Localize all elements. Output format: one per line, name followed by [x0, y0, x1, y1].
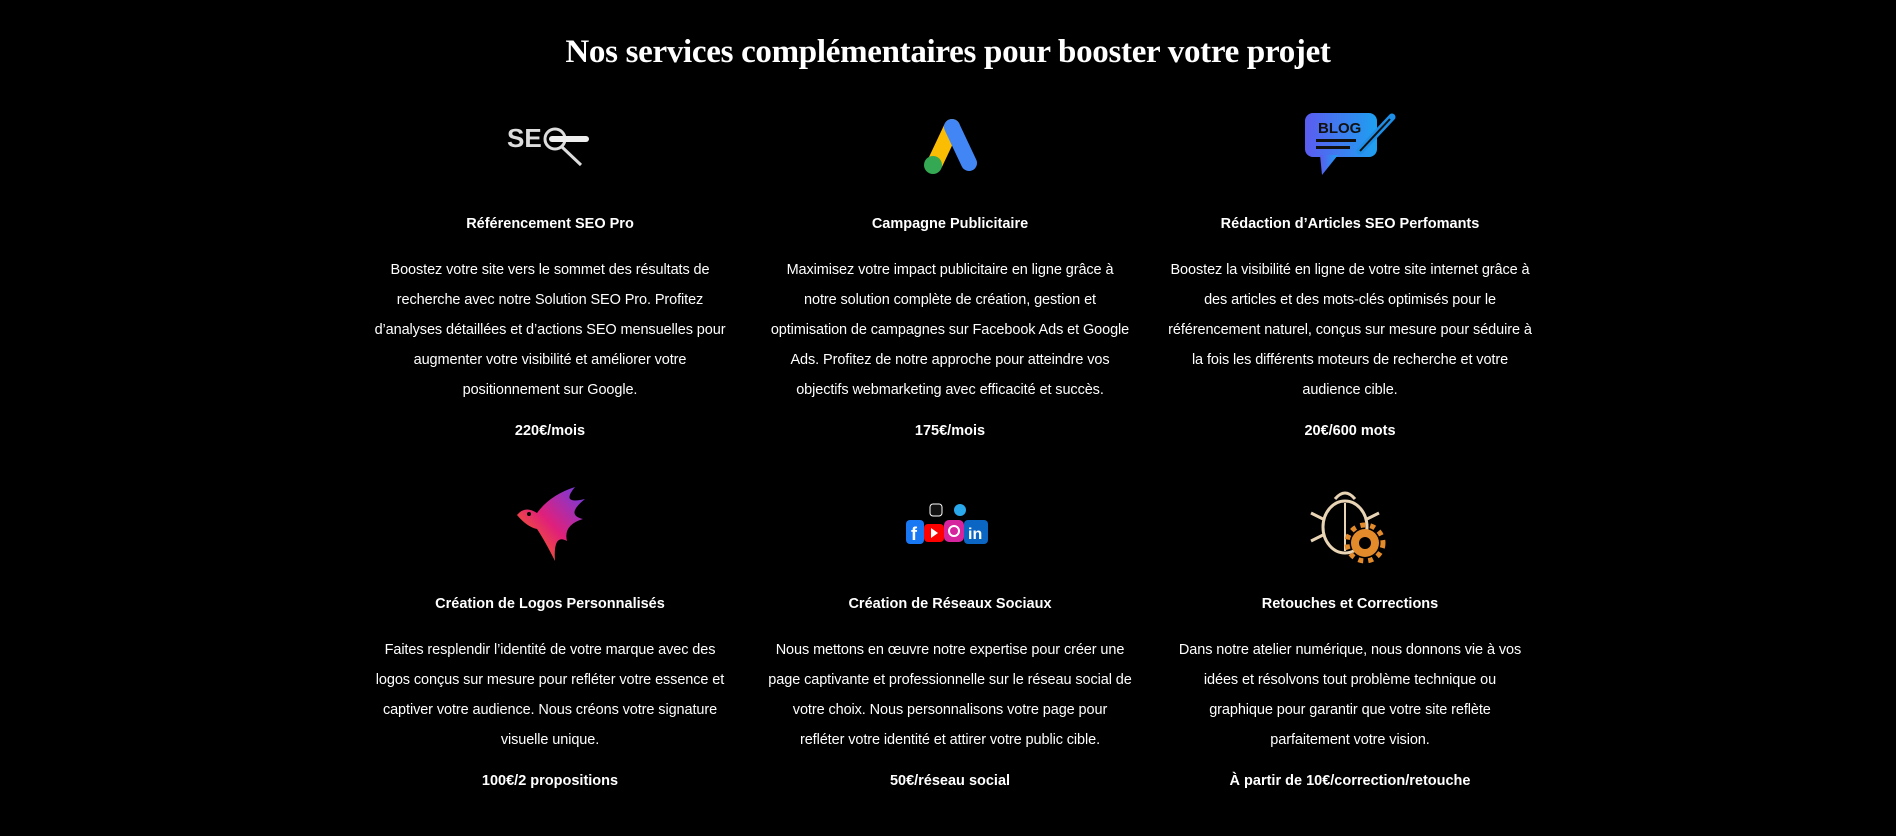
description-line: captiver votre audience. Nous créons vot… [382, 702, 718, 718]
blog-pencil-icon: BLOG [1150, 110, 1550, 180]
description-line: référencement naturel, conçus sur mesure… [1168, 322, 1532, 338]
description-line: d’analyses détaillées et d’actions SEO m… [374, 322, 726, 338]
seo-magnifier-icon: SE [350, 110, 750, 180]
description-line: Boostez votre site vers le sommet des ré… [390, 262, 710, 278]
description-line: page captivante et professionnelle sur l… [768, 672, 1132, 688]
description-line: Dans notre atelier numérique, nous donno… [1178, 642, 1522, 658]
service-price: 50€/réseau social [889, 773, 1011, 789]
description-line: audience cible. [1302, 382, 1398, 398]
service-price: 100€/2 propositions [481, 773, 619, 789]
svg-text:in: in [968, 526, 982, 543]
description-line: refléter votre identité et attirer votre… [799, 732, 1101, 748]
section-title: Nos services complémentaires pour booste… [565, 34, 1331, 70]
description-line: augmenter votre visibilité et améliorer … [413, 352, 687, 368]
description-line: positionnement sur Google. [462, 382, 638, 398]
description-line: Nous mettons en œuvre notre expertise po… [775, 642, 1125, 658]
svg-text:SE: SE [507, 123, 542, 153]
description-line: recherche avec notre Solution SEO Pro. P… [396, 292, 704, 308]
description-line: optimisation de campagnes sur Facebook A… [770, 322, 1130, 338]
description-line: Faites resplendir l’identité de votre ma… [384, 642, 716, 658]
service-card: SE Référencement SEO Pro Boostez votre s… [350, 110, 750, 442]
blog-text: BLOG [1318, 120, 1361, 137]
colorful-bird-logo-icon [350, 487, 750, 561]
social-networks-icon: f in [750, 490, 1150, 560]
service-heading: Référencement SEO Pro [466, 216, 634, 232]
service-heading: Rédaction d’Articles SEO Perfomants [1220, 216, 1480, 232]
service-card: BLOG Rédaction d’Articles SEO Perfomants… [1150, 110, 1550, 442]
description-line: Ads. Profitez de notre approche pour att… [790, 352, 1110, 368]
description-line: Maximisez votre impact publicitaire en l… [786, 262, 1114, 278]
service-description: Dans notre atelier numérique, nous donno… [1150, 635, 1550, 755]
service-card: Retouches et Corrections Dans notre atel… [1150, 490, 1550, 792]
service-price: 175€/mois [914, 423, 986, 439]
service-description: Boostez votre site vers le sommet des ré… [350, 255, 750, 405]
description-line: objectifs webmarketing avec efficacité e… [796, 382, 1104, 398]
service-heading: Création de Réseaux Sociaux [848, 596, 1052, 612]
description-line: Boostez la visibilité en ligne de votre … [1170, 262, 1530, 278]
service-heading: Retouches et Corrections [1261, 596, 1439, 612]
service-heading: Campagne Publicitaire [871, 216, 1029, 232]
description-line: des articles et des mots-clés optimisés … [1204, 292, 1496, 308]
description-line: graphique pour garantir que votre site r… [1209, 702, 1491, 718]
service-card: f in Création de Réseaux Sociaux Nous met… [750, 490, 1150, 792]
description-line: la fois les différents moteurs de recher… [1191, 352, 1509, 368]
service-price: 20€/600 mots [1304, 423, 1396, 439]
description-line: parfaitement votre vision. [1270, 732, 1430, 748]
service-description: Boostez la visibilité en ligne de votre … [1150, 255, 1550, 405]
service-card: Campagne Publicitaire Maximisez votre im… [750, 110, 1150, 442]
bug-gear-icon [1150, 490, 1550, 564]
google-ads-icon [750, 110, 1150, 180]
description-line: logos conçus sur mesure pour refléter vo… [375, 672, 725, 688]
description-line: votre choix. Nous personnalisons votre p… [792, 702, 1108, 718]
description-line: visuelle unique. [500, 732, 600, 748]
description-line: notre solution complète de création, ges… [804, 292, 1096, 308]
service-heading: Création de Logos Personnalisés [435, 596, 665, 612]
service-description: Nous mettons en œuvre notre expertise po… [750, 635, 1150, 755]
description-line: idées et résolvons tout problème techniq… [1203, 672, 1497, 688]
service-price: À partir de 10€/correction/retouche [1229, 773, 1471, 789]
service-price: 220€/mois [514, 423, 586, 439]
service-description: Faites resplendir l’identité de votre ma… [350, 635, 750, 755]
svg-text:f: f [911, 524, 918, 544]
service-card: Création de Logos Personnalisés Faites r… [350, 487, 750, 792]
service-description: Maximisez votre impact publicitaire en l… [750, 255, 1150, 405]
